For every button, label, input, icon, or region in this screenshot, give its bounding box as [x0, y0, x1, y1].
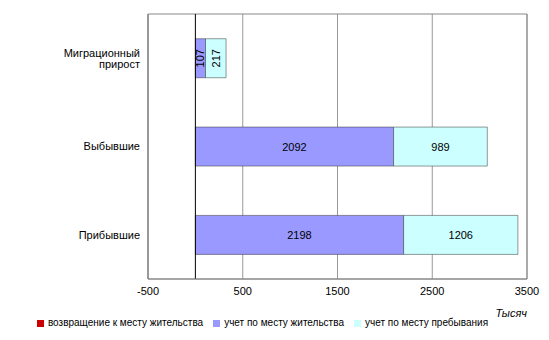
- html-text:возвращение к месту жительства: возвращение к месту жительства: [47, 317, 204, 328]
- svg-text:2092: 2092: [282, 141, 306, 153]
- svg-text:2198: 2198: [287, 229, 311, 241]
- svg-text:1500: 1500: [325, 285, 349, 297]
- svg-text:2500: 2500: [420, 285, 444, 297]
- svg-text:3500: 3500: [515, 285, 539, 297]
- html-text:учет по месту жительства: учет по месту жительства: [224, 317, 344, 328]
- svg-text:107: 107: [194, 49, 206, 67]
- svg-text:1206: 1206: [449, 229, 473, 241]
- svg-text:Миграционныйприрост: Миграционныйприрост: [64, 47, 140, 70]
- svg-text:-500: -500: [137, 285, 159, 297]
- svg-text:Прибывшие: Прибывшие: [79, 229, 140, 241]
- svg-text:989: 989: [431, 141, 449, 153]
- svg-text:217: 217: [210, 49, 222, 67]
- html-text:учет по месту пребывания: учет по месту пребывания: [365, 317, 489, 328]
- svg-text:Выбывшие: Выбывшие: [84, 140, 140, 152]
- svg-text:Тысяч: Тысяч: [495, 307, 527, 319]
- svg-text:500: 500: [234, 285, 252, 297]
